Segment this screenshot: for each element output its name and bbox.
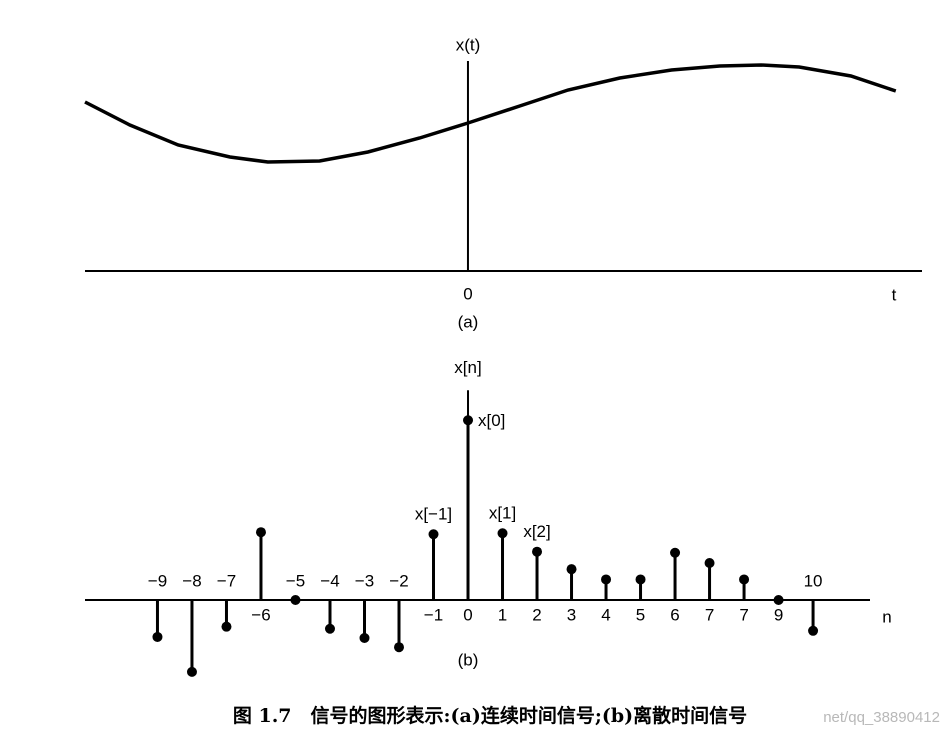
x-tick-label: −2 — [389, 571, 408, 590]
annotation: x[1] — [489, 504, 516, 523]
annotation: x[0] — [478, 411, 505, 430]
x-tick-label: 10 — [804, 571, 823, 590]
x-tick-label: 0 — [463, 284, 472, 303]
x-tick-label: 9 — [774, 605, 783, 624]
annotation: x[−1] — [415, 505, 452, 524]
stem-dot — [601, 574, 612, 585]
x-tick-label: −7 — [217, 571, 236, 590]
x-tick-label: 7 — [739, 605, 748, 624]
stem-dot — [152, 631, 163, 642]
x-tick-label: −9 — [148, 571, 167, 590]
stem-dot — [221, 621, 232, 632]
subtitle: (a) — [458, 312, 479, 331]
y-axis-label: x[n] — [454, 358, 481, 377]
stem-dot — [566, 564, 577, 575]
x-tick-label: −4 — [320, 571, 339, 590]
stem-dot — [773, 594, 784, 605]
subtitle: (b) — [458, 650, 479, 669]
stem-dot — [359, 632, 370, 643]
annotation: x[2] — [523, 522, 550, 541]
y-axis-label: x(t) — [456, 35, 481, 54]
caption: 图 1.7 信号的图形表示:(a)连续时间信号;(b)离散时间信号 — [233, 704, 747, 727]
x-tick-label: −8 — [182, 571, 201, 590]
x-tick-label: −1 — [424, 605, 443, 624]
signal-curve — [84, 63, 897, 164]
x-tick-label: −3 — [355, 571, 374, 590]
x-tick-label: 0 — [463, 605, 472, 624]
stem-dot — [255, 527, 266, 538]
x-tick-label: 6 — [670, 605, 679, 624]
stem-dot — [704, 558, 715, 569]
stem-dot — [808, 625, 819, 636]
stem-dot — [324, 623, 335, 634]
stem-dot — [739, 574, 750, 585]
stem-dot — [290, 594, 301, 605]
stem-dot — [394, 642, 404, 653]
x-tick-label: 4 — [601, 605, 610, 624]
x-tick-label: 7 — [705, 605, 714, 624]
stem-dot — [532, 546, 543, 557]
x-axis-label: n — [882, 607, 891, 626]
stem-dot — [670, 547, 681, 558]
x-tick-label: −5 — [286, 571, 305, 590]
watermark: net/qq_38890412 — [823, 709, 940, 726]
x-tick-label: 3 — [567, 605, 576, 624]
x-tick-label: 2 — [532, 605, 541, 624]
stem-dot — [497, 528, 508, 539]
stem-dot — [428, 529, 439, 540]
x-tick-label: −6 — [251, 605, 270, 624]
x-tick-label: 5 — [636, 605, 645, 624]
x-tick-label: 1 — [498, 605, 507, 624]
x-axis-label: t — [892, 285, 897, 304]
stem-dot — [635, 574, 646, 585]
stem-dot — [463, 415, 474, 426]
stem-dot — [186, 666, 197, 677]
